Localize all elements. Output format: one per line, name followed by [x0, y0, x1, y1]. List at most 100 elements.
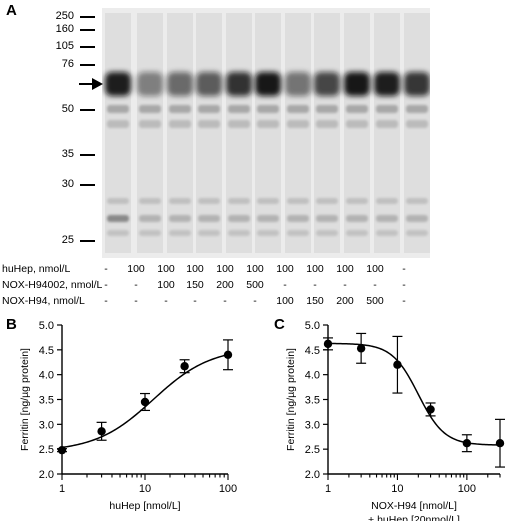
blot-band	[406, 198, 428, 204]
blot-band	[228, 230, 250, 236]
treatment-cell: -	[104, 279, 108, 291]
blot-band	[376, 230, 398, 236]
blot-lane	[344, 13, 370, 253]
blot-band	[346, 215, 368, 222]
blot-lane	[374, 13, 400, 253]
mw-marker-tick	[80, 64, 95, 66]
blot-band	[287, 120, 309, 128]
blot-lane	[404, 13, 430, 253]
mw-marker-label: 105	[55, 40, 74, 52]
blot-band	[169, 120, 191, 128]
blot-band	[406, 105, 428, 113]
treatment-cell: -	[373, 279, 377, 291]
data-point	[393, 360, 402, 369]
y-tick-label: 3.0	[305, 419, 320, 431]
panel-label-a: A	[6, 2, 17, 19]
blot-band	[107, 105, 129, 113]
blot-band	[346, 198, 368, 204]
mw-marker-label: 30	[61, 178, 74, 190]
blot-band	[257, 215, 279, 222]
treatment-cell: 500	[366, 295, 384, 307]
y-tick-label: 4.5	[305, 345, 320, 357]
x-tick-label: 10	[391, 483, 403, 495]
blot-lane	[314, 13, 340, 253]
blot-lane	[226, 13, 252, 253]
treatment-cell: 100	[306, 263, 324, 275]
data-point	[323, 339, 333, 349]
blot-band	[316, 105, 338, 113]
blot-band	[228, 105, 250, 113]
blot-band	[198, 215, 220, 222]
data-point	[462, 439, 472, 448]
x-tick-label: 1	[325, 483, 331, 495]
blot-band	[316, 215, 338, 222]
blot-band	[406, 120, 428, 128]
blot-band	[346, 120, 368, 128]
y-tick-label: 3.0	[39, 419, 54, 431]
treatment-cell: -	[283, 279, 287, 291]
mw-marker-tick	[80, 240, 95, 242]
panel-label-b: B	[6, 316, 17, 333]
treatment-cell: 100	[336, 263, 354, 275]
blot-band	[287, 215, 309, 222]
blot-band	[139, 198, 161, 204]
blot-lane	[137, 13, 163, 253]
western-blot-image	[102, 8, 430, 258]
blot-band	[257, 198, 279, 204]
blot-band	[376, 120, 398, 128]
chart-ferritin-vs-huhep: 2.0 2.5 3.0 3.5 4.0 4.5 5.0 1 10 100 Ferritin [ng/…	[19, 320, 237, 512]
data-point	[426, 405, 435, 414]
blot-lane	[196, 13, 222, 253]
blot-band	[228, 120, 250, 128]
blot-band	[406, 230, 428, 236]
treatment-cell: 100	[216, 263, 234, 275]
blot-band-ferritin	[226, 72, 252, 96]
panel-label-c: C	[274, 316, 285, 333]
blot-band	[198, 105, 220, 113]
blot-lane	[105, 13, 131, 253]
blot-band	[169, 198, 191, 204]
treatment-row-label: NOX-H94002, nmol/L	[2, 279, 103, 291]
blot-band	[257, 230, 279, 236]
data-point	[180, 362, 189, 371]
x-tick-label: 10	[139, 483, 151, 495]
mw-marker-tick	[80, 184, 95, 186]
treatment-row-label: huHep, nmol/L	[2, 263, 71, 275]
treatment-cell: -	[253, 295, 257, 307]
y-tick-label: 2.0	[39, 469, 54, 481]
blot-band	[198, 230, 220, 236]
blot-band-ferritin	[344, 72, 370, 96]
blot-band-ferritin	[404, 72, 430, 96]
treatment-cell: 100	[157, 279, 175, 291]
blot-band-ferritin	[137, 72, 163, 96]
chart-ferritin-vs-nox-h94: 2.0 2.5 3.0 3.5 4.0 4.5 5.0 1 10 100 Ferritin [ng/…	[285, 320, 505, 521]
blot-band	[316, 120, 338, 128]
blot-band-ferritin	[196, 72, 222, 96]
blot-band-ferritin	[105, 72, 131, 96]
blot-band	[287, 105, 309, 113]
blot-band	[346, 230, 368, 236]
data-point	[356, 344, 366, 353]
x-axis-label: NOX-H94 [nmol/L]	[371, 500, 457, 512]
blot-lane	[285, 13, 311, 253]
y-tick-label: 5.0	[39, 320, 54, 332]
y-tick-label: 2.0	[305, 469, 320, 481]
blot-band	[139, 215, 161, 222]
treatment-cell: 100	[276, 295, 294, 307]
treatment-cell: -	[402, 295, 406, 307]
blot-band	[257, 120, 279, 128]
treatment-cell: 200	[336, 295, 354, 307]
blot-band	[228, 198, 250, 204]
blot-band	[257, 105, 279, 113]
blot-band	[107, 230, 129, 236]
blot-band-ferritin	[374, 72, 400, 96]
treatment-cell: 100	[366, 263, 384, 275]
mw-marker-label: 250	[55, 10, 74, 22]
blot-band	[228, 215, 250, 222]
blot-band	[107, 215, 129, 222]
blot-band	[169, 230, 191, 236]
x-axis-label-2: + huHep [20nmol/L]	[368, 514, 460, 521]
data-point	[140, 397, 150, 407]
treatment-cell: -	[313, 279, 317, 291]
treatment-cell: 150	[306, 295, 324, 307]
